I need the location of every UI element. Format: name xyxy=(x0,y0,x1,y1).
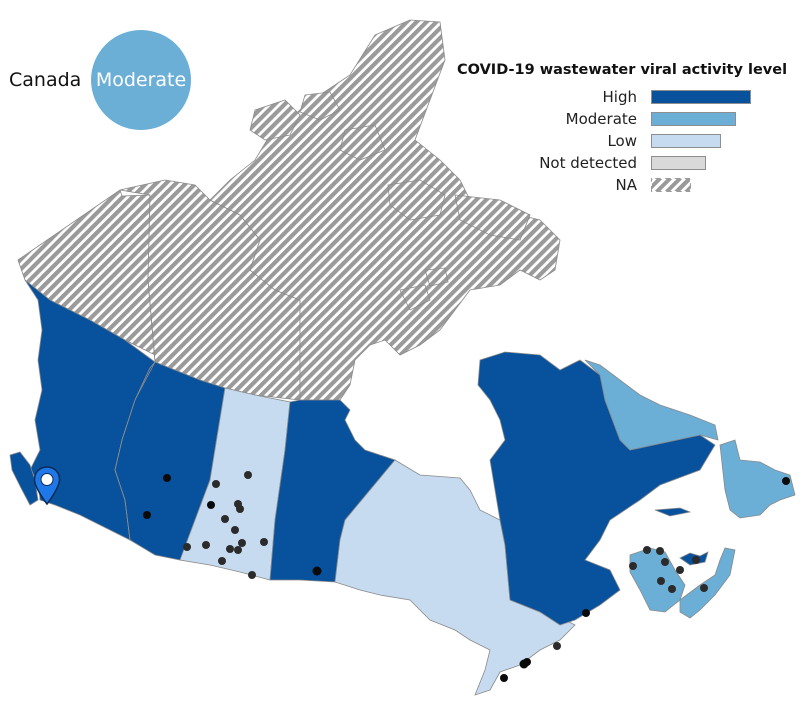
national-level-label: Moderate xyxy=(95,69,187,91)
legend-item-na[interactable]: NA xyxy=(455,174,800,196)
legend-title: COVID-19 wastewater viral activity level xyxy=(457,62,788,78)
legend-item-high[interactable]: High xyxy=(455,86,800,108)
province-nova-scotia[interactable] xyxy=(679,547,736,619)
legend-swatch-low xyxy=(651,134,721,148)
national-level-badge: Moderate xyxy=(91,30,191,130)
legend-swatch-high xyxy=(651,90,751,104)
national-region-label: Canada xyxy=(9,69,82,91)
province-ontario[interactable] xyxy=(334,459,576,696)
legend-item-not-detected[interactable]: Not detected xyxy=(455,152,800,174)
legend-item-low[interactable]: Low xyxy=(455,130,800,152)
sampling-sites xyxy=(143,471,790,682)
location-pin-icon[interactable] xyxy=(33,466,61,506)
legend: COVID-19 wastewater viral activity level… xyxy=(455,62,800,196)
legend-swatch-na xyxy=(651,178,691,192)
legend-item-moderate[interactable]: Moderate xyxy=(455,108,800,130)
legend-swatch-not-detected xyxy=(651,156,706,170)
province-newfoundland[interactable] xyxy=(719,439,796,519)
vancouver-island[interactable] xyxy=(9,451,39,506)
territories-na[interactable] xyxy=(17,19,561,401)
legend-swatch-moderate xyxy=(651,112,736,126)
province-labrador[interactable] xyxy=(584,359,719,451)
national-summary: Canada Moderate xyxy=(0,30,191,130)
